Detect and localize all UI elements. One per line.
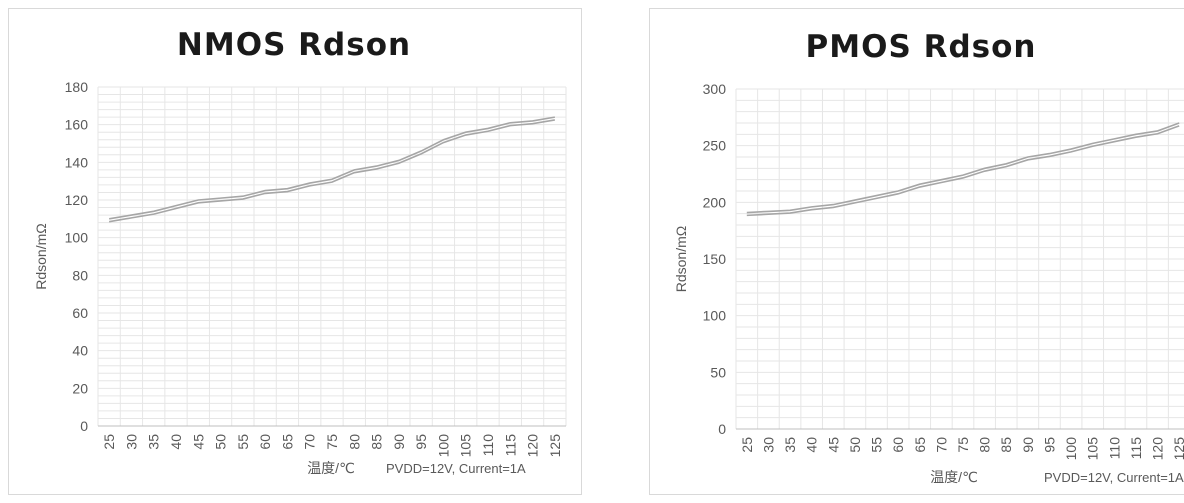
y-tick-label: 60 [72, 305, 88, 321]
y-tick-label: 80 [72, 267, 88, 283]
conditions-annotation: PVDD=12V, Current=1A [1044, 470, 1184, 485]
x-tick-label: 85 [369, 434, 385, 450]
x-tick-label: 60 [890, 437, 906, 453]
chart-title: NMOS Rdson [177, 27, 411, 63]
y-tick-label: 100 [65, 230, 89, 246]
x-tick-label: 95 [413, 434, 429, 450]
y-tick-label: 0 [80, 418, 88, 434]
x-tick-label: 90 [391, 434, 407, 450]
x-tick-label: 125 [547, 434, 563, 458]
y-tick-label: 200 [703, 194, 727, 210]
x-tick-label: 50 [213, 434, 229, 450]
x-tick-label: 80 [346, 434, 362, 450]
x-tick-label: 115 [502, 434, 518, 457]
nmos-chart-panel: NMOS Rdson 0 20 40 60 80 100 120 140 160 180 25 30 35… [8, 8, 582, 495]
x-tick-label: 85 [998, 437, 1014, 453]
y-axis-label: Rdson/mΩ [33, 223, 49, 290]
x-tick-label: 125 [1171, 437, 1184, 461]
y-tick-label: 40 [72, 343, 88, 359]
x-tick-label: 120 [1150, 437, 1166, 461]
x-tick-label: 70 [933, 437, 949, 453]
x-tick-label: 50 [847, 437, 863, 453]
x-tick-label: 30 [123, 434, 139, 450]
x-tick-label: 55 [869, 437, 885, 453]
y-tick-label: 250 [703, 138, 727, 154]
x-tick-label: 40 [804, 437, 820, 453]
y-tick-label: 160 [65, 117, 89, 133]
x-tick-label: 35 [146, 434, 162, 450]
series-line-2 [746, 125, 1180, 217]
x-tick-label: 25 [101, 434, 117, 450]
conditions-annotation: PVDD=12V, Current=1A [386, 461, 526, 476]
pmos-chart: PMOS Rdson 0 50 100 150 200 250 300 25 30 35 40 45 50… [673, 29, 1184, 485]
chart-title: PMOS Rdson [806, 29, 1037, 65]
x-tick-label: 45 [825, 437, 841, 453]
y-tick-label: 120 [65, 192, 89, 208]
x-tick-label: 40 [168, 434, 184, 450]
x-tick-label: 115 [1128, 437, 1144, 460]
y-tick-label: 0 [718, 421, 726, 437]
y-tick-label: 100 [703, 308, 727, 324]
series-line-1 [746, 122, 1180, 214]
x-tick-label: 90 [1020, 437, 1036, 453]
x-tick-label: 65 [912, 437, 928, 453]
y-tick-label: 140 [65, 154, 89, 170]
x-tick-label: 75 [955, 437, 971, 453]
y-tick-label: 20 [72, 380, 88, 396]
x-tick-label: 60 [257, 434, 273, 450]
x-tick-label: 75 [324, 434, 340, 450]
x-tick-label: 55 [235, 434, 251, 450]
series-line-1 [109, 116, 555, 220]
x-tick-label: 30 [760, 437, 776, 453]
y-tick-label: 300 [703, 81, 727, 97]
x-tick-label: 110 [480, 434, 496, 457]
x-axis-label: 温度/℃ [307, 460, 355, 476]
x-tick-label: 45 [190, 434, 206, 450]
pmos-chart-panel: PMOS Rdson 0 50 100 150 200 250 300 25 30 35 40 45 50… [649, 8, 1184, 495]
x-tick-label: 95 [1041, 437, 1057, 453]
x-tick-label: 80 [977, 437, 993, 453]
y-axis-label: Rdson/mΩ [673, 226, 689, 293]
nmos-chart: NMOS Rdson 0 20 40 60 80 100 120 140 160 180 25 30 35… [33, 27, 567, 476]
y-tick-label: 180 [65, 79, 89, 95]
x-tick-label: 105 [1085, 437, 1101, 461]
x-tick-label: 35 [782, 437, 798, 453]
x-tick-label: 70 [302, 434, 318, 450]
x-tick-label: 120 [525, 434, 541, 458]
x-tick-label: 110 [1106, 437, 1122, 460]
x-tick-label: 25 [739, 437, 755, 453]
series-line-2 [109, 119, 555, 223]
x-tick-label: 65 [279, 434, 295, 450]
x-tick-label: 105 [458, 434, 474, 458]
x-axis-label: 温度/℃ [930, 469, 978, 485]
x-tick-label: 100 [1063, 437, 1079, 461]
x-tick-label: 100 [435, 434, 451, 458]
y-tick-label: 50 [710, 364, 726, 380]
y-tick-label: 150 [703, 251, 727, 267]
